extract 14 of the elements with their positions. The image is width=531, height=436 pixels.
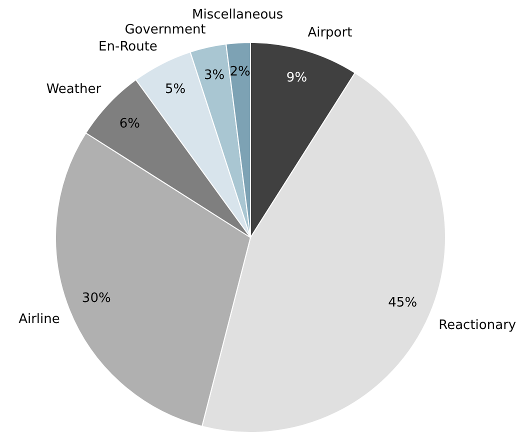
slice-label: Reactionary <box>438 318 516 333</box>
data-label: 6% <box>119 116 140 132</box>
slice-label: Airline <box>18 312 60 327</box>
data-label: 5% <box>164 82 186 98</box>
slice-label: Weather <box>46 82 102 98</box>
data-label: 30% <box>82 290 111 306</box>
data-label: 45% <box>388 296 418 311</box>
data-label: 9% <box>286 70 308 86</box>
slice-label: Miscellaneous <box>192 7 284 22</box>
data-label: 2% <box>230 64 250 80</box>
slice-label: Airport <box>308 26 352 41</box>
slice-label: Government <box>124 22 206 38</box>
slice-label: En-Route <box>98 40 158 55</box>
data-label: 3% <box>204 68 225 84</box>
